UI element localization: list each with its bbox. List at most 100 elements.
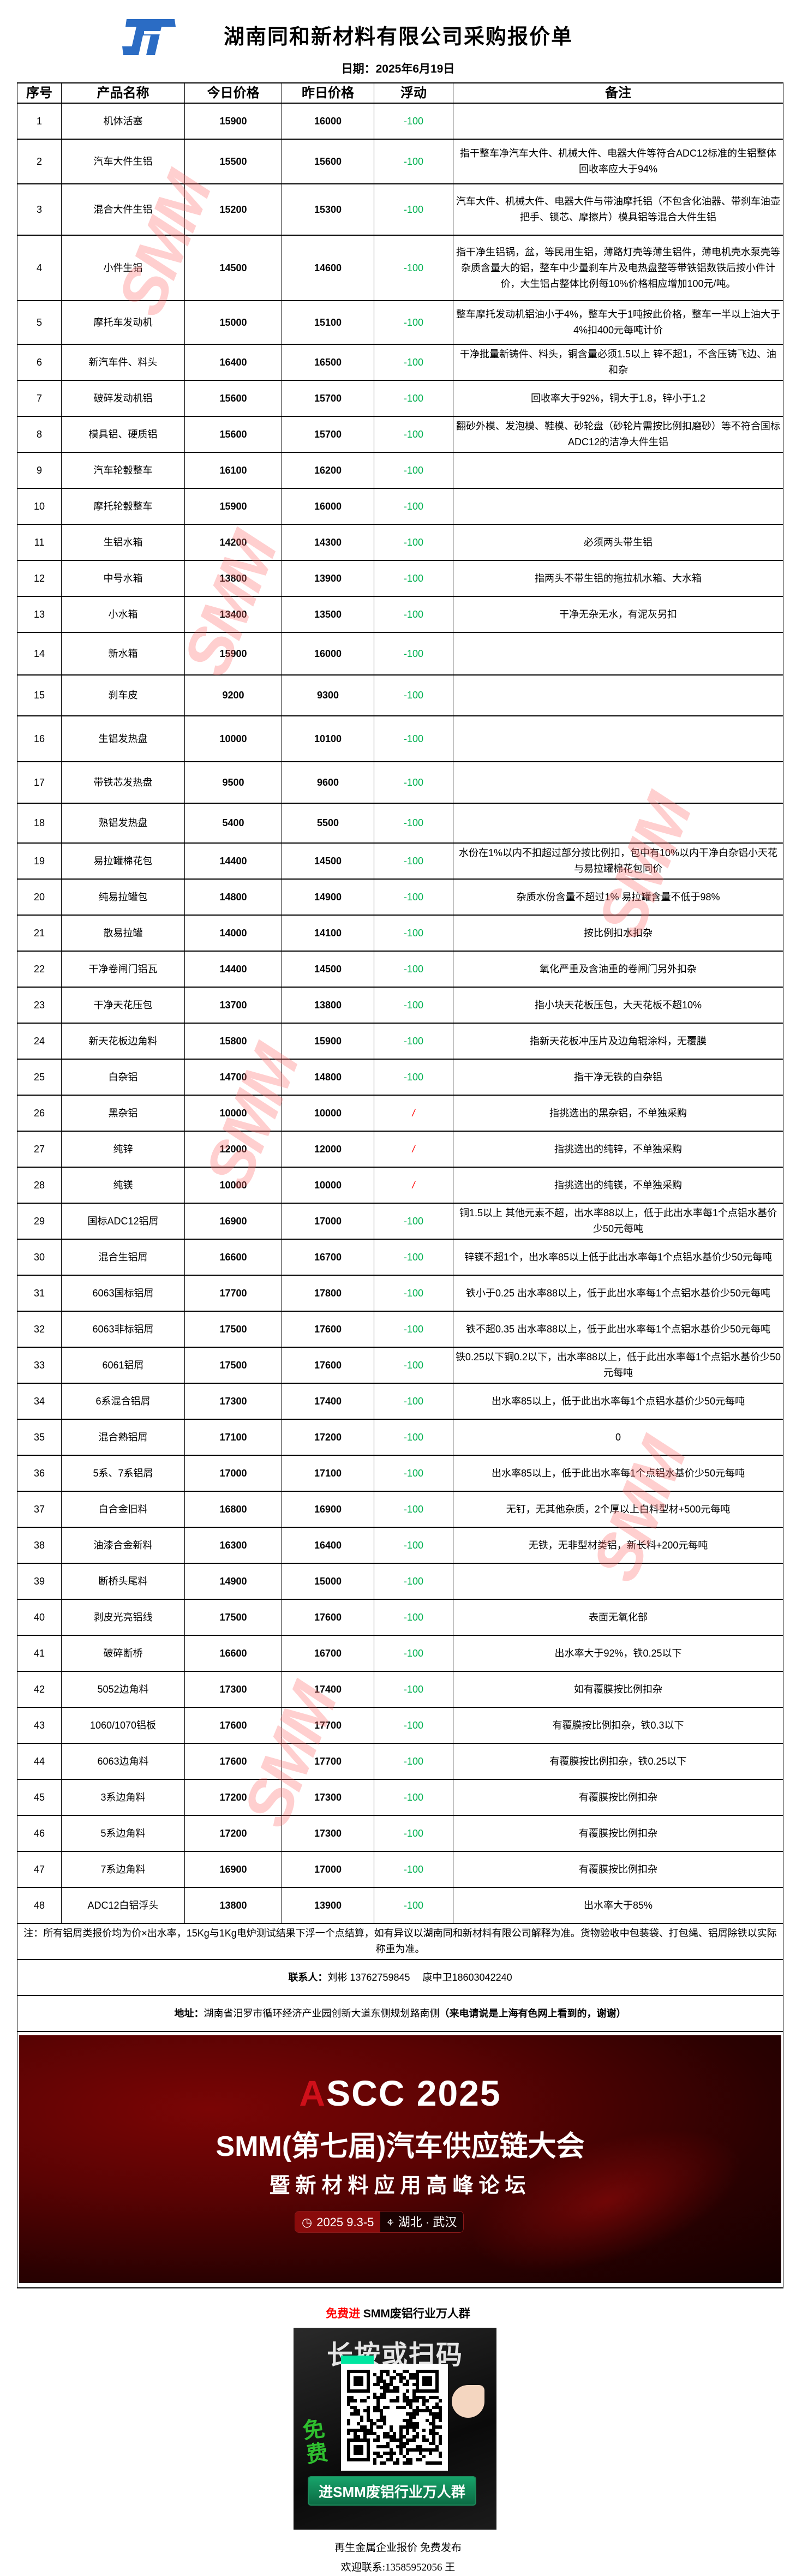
- qr-module: [380, 2370, 383, 2373]
- address-note: （来电请说是上海有色网上看到的，谢谢）: [439, 2007, 626, 2019]
- qr-module: [396, 2399, 399, 2402]
- qr-module: [406, 2425, 409, 2429]
- event-banner[interactable]: ASCC 2025 SMM(第七届)汽车供应链大会 暨新材料应用高峰论坛 ◷ 20…: [19, 2035, 781, 2283]
- today-price: 14200: [184, 524, 282, 561]
- qr-module: [406, 2380, 409, 2383]
- qr-module: [390, 2455, 393, 2458]
- qr-module: [376, 2402, 380, 2406]
- row-number: 15: [17, 674, 62, 716]
- qr-code[interactable]: [341, 2364, 448, 2471]
- remark: 整车摩托发动机铝油小于4%，整车大于1吨按此价格，整车一半以上油大于4%扣400…: [453, 300, 783, 345]
- yesterday-price: 17800: [282, 1275, 374, 1312]
- qr-module: [432, 2438, 435, 2442]
- qr-module: [347, 2399, 350, 2402]
- yesterday-price: 17600: [282, 1347, 374, 1384]
- join-group-button[interactable]: 进SMM废铝行业万人群: [308, 2476, 476, 2506]
- price-change: /: [374, 1095, 453, 1132]
- qr-module: [383, 2370, 386, 2373]
- qr-module: [383, 2380, 386, 2383]
- qr-module: [367, 2409, 370, 2412]
- qr-module: [399, 2380, 403, 2383]
- today-price: 9500: [184, 761, 282, 804]
- product-name: 5052边角料: [61, 1671, 185, 1708]
- qr-module: [439, 2461, 442, 2465]
- table-row: 10 摩托轮毂整车 15900 16000 -100: [17, 488, 783, 525]
- qr-module: [416, 2435, 419, 2438]
- table-row: 1 机体活塞 15900 16000 -100: [17, 103, 783, 140]
- qr-module: [439, 2435, 442, 2438]
- row-number: 34: [17, 1383, 62, 1420]
- contact-row: 联系人：刘彬 13762759845 康中卫18603042240: [17, 1959, 783, 1996]
- qr-module: [393, 2399, 396, 2402]
- remark: 有覆膜按比例扣杂，铁0.3以下: [453, 1707, 783, 1744]
- qr-module: [373, 2406, 376, 2409]
- qr-module: [383, 2432, 386, 2435]
- qr-module: [409, 2425, 412, 2429]
- price-change: /: [374, 1167, 453, 1204]
- qr-module: [412, 2412, 416, 2416]
- today-price: 15800: [184, 1023, 282, 1060]
- today-price: 16100: [184, 452, 282, 489]
- qr-module: [406, 2389, 409, 2393]
- yesterday-price: 10000: [282, 1095, 374, 1132]
- qr-module: [419, 2452, 422, 2455]
- table-row: 39 断桥头尾料 14900 15000 -100: [17, 1563, 783, 1600]
- qr-module: [383, 2461, 386, 2465]
- product-name: 新水箱: [61, 632, 185, 676]
- qr-module: [383, 2422, 386, 2425]
- qr-module: [419, 2396, 422, 2399]
- qr-module: [439, 2409, 442, 2412]
- table-row: 15 刹车皮 9200 9300 -100: [17, 674, 783, 716]
- price-change: -100: [374, 1563, 453, 1600]
- qr-module: [380, 2409, 383, 2412]
- row-number: 9: [17, 452, 62, 489]
- qr-module: [386, 2452, 390, 2455]
- qr-module: [426, 2409, 429, 2412]
- qr-module: [399, 2442, 403, 2445]
- qr-module: [406, 2452, 409, 2455]
- qr-module: [373, 2438, 376, 2442]
- event-logo: ASCC 2025: [299, 2073, 501, 2113]
- qr-module: [380, 2425, 383, 2429]
- qr-module: [419, 2458, 422, 2461]
- row-number: 2: [17, 139, 62, 184]
- yesterday-price: 17200: [282, 1419, 374, 1456]
- banner-row: ASCC 2025 SMM(第七届)汽车供应链大会 暨新材料应用高峰论坛 ◷ 20…: [17, 2031, 783, 2288]
- product-name: 中号水箱: [61, 560, 185, 597]
- location-pin-icon: ⌖: [387, 2215, 394, 2229]
- price-change: -100: [374, 632, 453, 676]
- qr-module: [380, 2412, 383, 2416]
- qr-module: [432, 2419, 435, 2422]
- product-name: 汽车大件生铝: [61, 139, 185, 184]
- qr-module: [416, 2425, 419, 2429]
- qr-module: [416, 2396, 419, 2399]
- today-price: 10000: [184, 1095, 282, 1132]
- row-number: 6: [17, 344, 62, 381]
- yesterday-price: 16400: [282, 1527, 374, 1564]
- qr-module: [432, 2412, 435, 2416]
- company-logo-icon: [122, 19, 176, 55]
- row-number: 29: [17, 1203, 62, 1240]
- remark: 必须两头带生铝: [453, 524, 783, 561]
- today-price: 17600: [184, 1743, 282, 1780]
- qr-module: [396, 2386, 399, 2389]
- qr-module: [376, 2406, 380, 2409]
- remark: 出水率大于85%: [453, 1887, 783, 1924]
- today-price: 13700: [184, 987, 282, 1024]
- table-row: 45 3系边角料 17200 17300 -100 有覆膜按比例扣杂: [17, 1779, 783, 1816]
- footer-line-2: 欢迎联系:13585952056 王: [340, 2562, 456, 2573]
- yesterday-price: 17600: [282, 1599, 374, 1636]
- remark: 杂质水份含量不超过1% 易拉罐含量不低于98%: [453, 878, 783, 916]
- yesterday-price: 9300: [282, 674, 374, 716]
- remark: 指小块天花板压包，大天花板不超10%: [453, 987, 783, 1024]
- remark: 指挑选出的纯镁，不单独采购: [453, 1167, 783, 1204]
- table-row: 32 6063非标铝屑 17500 17600 -100 铁不超0.35 出水率88以上，…: [17, 1311, 783, 1348]
- qr-module: [373, 2383, 376, 2386]
- qr-module: [409, 2422, 412, 2425]
- qr-module: [412, 2425, 416, 2429]
- qr-module: [350, 2412, 354, 2416]
- table-row: 24 新天花板边角料 15800 15900 -100 指新天花板冲压片及边角辊涂料，无覆…: [17, 1023, 783, 1060]
- qr-promo-image[interactable]: 长按或扫码 免费 进SMM废铝行业万人群: [294, 2328, 496, 2530]
- qr-module: [390, 2458, 393, 2461]
- qr-module: [432, 2448, 435, 2452]
